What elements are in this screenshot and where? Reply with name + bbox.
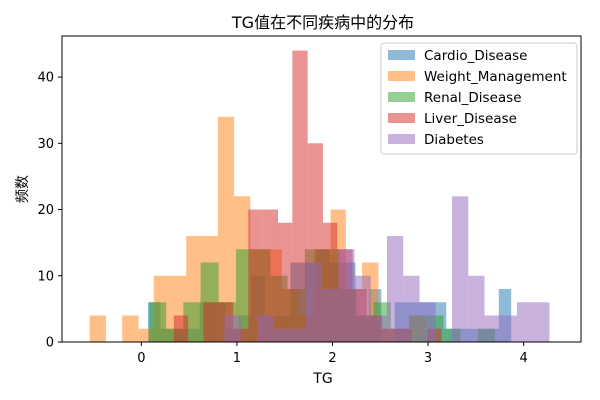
x-tick-label: 0 [137,351,145,366]
legend: Cardio_Disease Weight_Management Renal_Dis… [380,42,578,155]
histogram-bar [354,275,371,342]
y-tick-label: 10 [37,269,54,284]
histogram-bar [89,315,106,342]
histogram-bar [256,315,274,342]
y-tick-label: 20 [37,203,54,218]
legend-item: Renal_Disease [388,90,522,106]
legend-item: Diabetes [388,132,484,148]
series-diabetes [224,196,550,342]
x-tick-label: 2 [328,351,336,366]
legend-label: Weight_Management [424,69,567,85]
y-tick-label: 40 [37,71,54,86]
histogram-bar [248,209,263,342]
histogram-bar [203,302,218,342]
legend-label: Cardio_Disease [424,48,527,64]
histogram-bar [338,249,355,342]
histogram-bar [370,315,387,342]
legend-swatch [388,113,415,123]
plot-frame [61,35,582,343]
legend-swatch [388,134,415,144]
legend-swatch [388,71,415,81]
histogram-bar [533,302,550,342]
histogram-bar [122,315,139,342]
histogram-bar [305,262,322,342]
histogram-bar [148,302,167,342]
histogram-bar [386,236,404,342]
x-tick-label: 4 [520,351,528,366]
legend-item: Liver_Disease [388,111,517,127]
histogram-bars [89,50,550,342]
y-axis: 0 10 20 30 40 [37,71,62,351]
histogram-bar [468,275,485,342]
histogram-bar [451,196,469,342]
histogram-bar [262,209,279,342]
legend-label: Liver_Disease [424,111,517,127]
histogram-bar [273,328,290,342]
legend-item: Weight_Management [388,69,567,85]
legend-swatch [388,50,415,60]
histogram-bar [289,328,306,342]
histogram-bar [292,50,308,342]
legend-label: Diabetes [424,132,484,148]
histogram-bar [278,222,293,342]
histogram-bar [403,275,420,342]
x-axis-label: TG [312,371,332,387]
histogram-bar [516,302,534,342]
x-axis: 0 1 2 3 4 [137,342,528,366]
chart-title: TG值在不同疾病中的分布 [231,13,414,32]
y-axis-label: 频数 [15,175,31,203]
histogram-bar [224,315,241,342]
x-tick-label: 3 [424,351,432,366]
y-tick-label: 30 [37,137,54,152]
histogram-bar [173,315,189,342]
histogram-bar [484,315,501,342]
x-tick-label: 1 [233,351,241,366]
histogram-bar [419,302,436,342]
y-tick-label: 0 [46,336,54,351]
legend-item: Cardio_Disease [388,48,527,64]
histogram-bar [500,315,517,342]
histogram-bar [217,116,235,342]
legend-box [380,42,578,155]
histogram-bar [321,289,339,342]
legend-label: Renal_Disease [424,90,522,106]
legend-swatch [388,92,415,102]
